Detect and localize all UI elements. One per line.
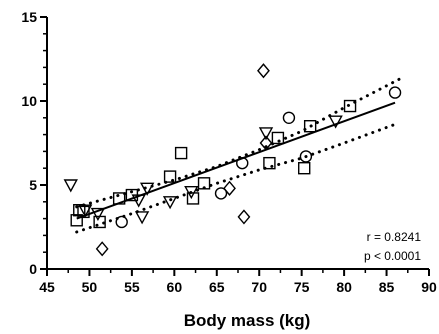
data-point-diamond bbox=[95, 241, 109, 257]
data-point-triangle bbox=[184, 186, 199, 200]
data-point-circle bbox=[214, 187, 228, 200]
data-point-square bbox=[70, 214, 83, 227]
data-point-triangle bbox=[258, 127, 274, 141]
x-axis-title: Body mass (kg) bbox=[184, 311, 311, 330]
y-tick-label: 5 bbox=[29, 177, 37, 193]
confidence-band-upper bbox=[75, 77, 401, 209]
data-point-square bbox=[112, 192, 126, 205]
data-point-triangle bbox=[78, 204, 93, 218]
data-point-triangle bbox=[328, 115, 343, 129]
data-point-square bbox=[77, 205, 90, 219]
data-point-triangle bbox=[134, 211, 150, 225]
x-tick-label: 80 bbox=[336, 279, 352, 295]
data-point-diamond bbox=[257, 63, 270, 79]
data-point-diamond bbox=[259, 135, 273, 151]
y-tick-label: 0 bbox=[29, 261, 37, 277]
x-tick-label: 65 bbox=[209, 279, 225, 295]
data-point-square bbox=[174, 146, 188, 160]
data-point-circle bbox=[388, 86, 402, 99]
x-tick-label: 45 bbox=[39, 279, 55, 295]
data-point-square bbox=[263, 156, 276, 170]
data-point-square bbox=[343, 99, 357, 113]
data-point-triangle bbox=[63, 179, 78, 193]
data-point-triangle bbox=[90, 207, 106, 222]
x-tick-label: 50 bbox=[82, 279, 98, 295]
data-point-triangle bbox=[139, 182, 155, 196]
y-tick-label: 15 bbox=[21, 9, 37, 25]
p-value-annotation: p < 0.0001 bbox=[364, 249, 421, 263]
data-point-square bbox=[186, 192, 200, 205]
x-tick-label: 70 bbox=[251, 279, 267, 295]
data-point-square bbox=[303, 119, 317, 133]
x-tick-label: 90 bbox=[421, 279, 437, 295]
data-point-square bbox=[163, 170, 177, 183]
data-point-diamond bbox=[223, 180, 236, 196]
plot-area: 0 5 10 15 45 50 55 60 65 70 75 80 85 90 bbox=[21, 9, 437, 295]
data-point-square bbox=[197, 177, 211, 190]
data-point-triangle bbox=[131, 194, 146, 208]
data-point-diamond bbox=[237, 209, 251, 225]
data-point-circle bbox=[115, 215, 128, 229]
data-point-triangle bbox=[162, 196, 178, 210]
data-point-square bbox=[298, 161, 311, 175]
data-point-square bbox=[271, 131, 285, 145]
y-tick-label: 10 bbox=[21, 93, 37, 109]
confidence-band-lower bbox=[75, 121, 401, 234]
data-point-circle bbox=[282, 111, 296, 125]
x-tick-label: 75 bbox=[294, 279, 310, 295]
data-point-circle bbox=[299, 150, 313, 163]
r-value-annotation: r = 0.8241 bbox=[367, 230, 422, 244]
data-point-circle bbox=[236, 156, 249, 170]
x-tick-label: 85 bbox=[379, 279, 395, 295]
x-tick-label: 60 bbox=[167, 279, 183, 295]
x-tick-label: 55 bbox=[124, 279, 140, 295]
regression-line bbox=[76, 101, 396, 220]
